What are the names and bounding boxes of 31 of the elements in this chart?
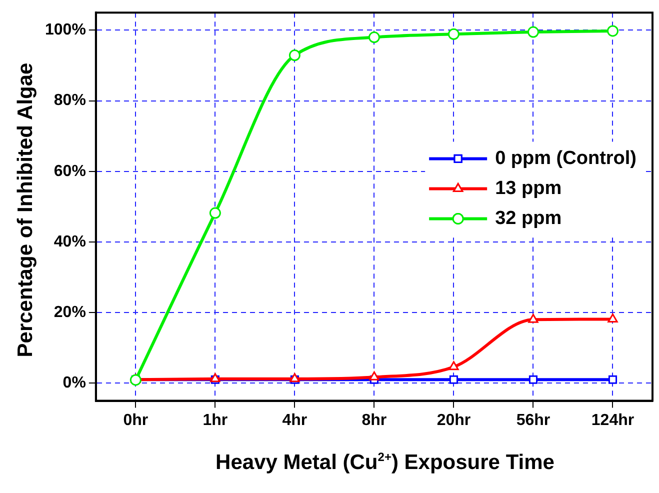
point — [528, 375, 538, 384]
legend-label: 0 ppm (Control) — [495, 148, 637, 169]
y-tick-label: 60% — [54, 162, 86, 180]
x-tick-label: 124hr — [591, 412, 634, 429]
point — [527, 26, 539, 38]
x-tick-label: 0hr — [123, 412, 148, 429]
point — [608, 314, 618, 323]
point — [209, 207, 221, 219]
point — [369, 371, 380, 380]
point — [368, 32, 380, 44]
x-tick-label: 8hr — [362, 412, 387, 429]
x-tick-label: 56hr — [516, 412, 550, 429]
y-tick-label: 20% — [54, 304, 86, 321]
y-tick-label: 80% — [54, 92, 86, 110]
point — [449, 375, 458, 384]
x-axis-title: Heavy Metal (Cu$^{2+}$) Exposure Time — [216, 450, 554, 475]
point — [448, 361, 459, 370]
x-tick-label: 1hr — [202, 412, 228, 429]
point — [448, 28, 460, 40]
point — [528, 314, 538, 323]
x-tick-label: 20hr — [436, 412, 471, 429]
y-axis-title: Percentage of Inhibited Algae — [14, 62, 38, 358]
point — [288, 50, 300, 62]
point — [608, 375, 618, 384]
y-tick-label: 0% — [62, 374, 86, 392]
y-tick-label: 100% — [45, 22, 86, 39]
y-tick-label: 40% — [54, 233, 86, 250]
legend-label: 32 ppm — [495, 208, 562, 229]
legend-label: 13 ppm — [495, 178, 562, 199]
x-tick-label: 4hr — [282, 412, 308, 429]
point — [606, 25, 618, 37]
